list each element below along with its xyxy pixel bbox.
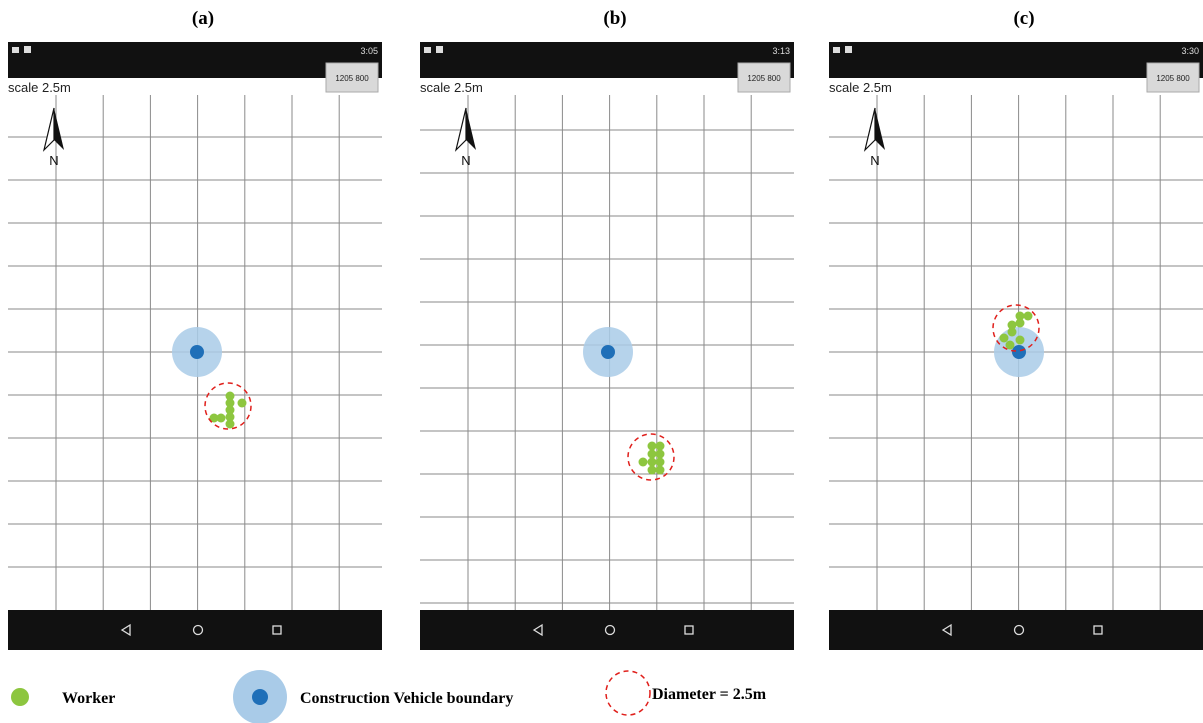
north-arrow <box>54 108 64 150</box>
worker <box>1005 340 1015 350</box>
status-time: 3:05 <box>360 46 378 56</box>
worker <box>225 391 235 401</box>
nav-bar <box>829 610 1203 650</box>
status-bar <box>420 42 794 78</box>
worker <box>655 457 665 467</box>
worker <box>655 465 665 475</box>
app-button-label: 1205 800 <box>747 74 781 83</box>
panel-label: (b) <box>603 8 626 29</box>
status-icon <box>833 47 840 53</box>
north-label: N <box>461 153 470 168</box>
worker <box>237 398 247 408</box>
nav-home[interactable] <box>192 624 204 636</box>
status-time: 3:13 <box>772 46 790 56</box>
legend-worker-icon <box>11 688 29 706</box>
worker <box>1023 311 1033 321</box>
status-icon <box>12 47 19 53</box>
scale-label: scale 2.5m <box>829 80 892 95</box>
worker <box>1007 327 1017 337</box>
worker <box>647 449 657 459</box>
panel-label: (a) <box>192 8 214 29</box>
phone-screenshot: (b) 3:13 1205 800 scale 2.5m N <box>420 8 794 650</box>
worker <box>225 412 235 422</box>
nav-bar <box>8 610 382 650</box>
status-icon <box>845 46 852 53</box>
status-bar <box>829 42 1203 78</box>
scale-label: scale 2.5m <box>420 80 483 95</box>
worker <box>647 441 657 451</box>
panel-label: (c) <box>1013 8 1034 29</box>
app-button[interactable] <box>1146 62 1200 93</box>
nav-home[interactable] <box>604 624 616 636</box>
nav-recent[interactable] <box>272 625 282 635</box>
worker <box>647 465 657 475</box>
status-time: 3:30 <box>1181 46 1199 56</box>
legend-diameter: Diameter = 2.5m <box>652 686 767 703</box>
worker <box>999 333 1009 343</box>
diameter-ring <box>992 304 1040 352</box>
phone-screenshot: (c) 3:30 1205 800 scale 2.5m N <box>829 8 1203 650</box>
worker <box>1015 318 1025 328</box>
app-button[interactable] <box>325 62 379 93</box>
app-button[interactable] <box>737 62 791 93</box>
status-bar <box>8 42 382 78</box>
worker <box>225 398 235 408</box>
worker <box>638 457 648 467</box>
nav-back[interactable] <box>941 623 952 637</box>
north-label: N <box>49 153 58 168</box>
diameter-ring <box>204 382 252 430</box>
worker <box>655 449 665 459</box>
worker <box>1015 335 1025 345</box>
north-label: N <box>870 153 879 168</box>
status-icon <box>436 46 443 53</box>
legend-vehicle-icon <box>252 689 268 705</box>
north-arrow <box>875 108 885 150</box>
nav-back[interactable] <box>120 623 131 637</box>
vehicle <box>190 345 204 359</box>
worker <box>1015 311 1025 321</box>
nav-recent[interactable] <box>684 625 694 635</box>
legend-worker: Worker <box>62 690 115 707</box>
worker <box>225 419 235 429</box>
worker <box>655 441 665 451</box>
scale-label: scale 2.5m <box>8 80 71 95</box>
vehicle <box>601 345 615 359</box>
nav-recent[interactable] <box>1093 625 1103 635</box>
phone-screenshot: (a) 3:05 1205 800 scale 2.5m N <box>8 8 382 650</box>
app-button-label: 1205 800 <box>335 74 369 83</box>
worker <box>647 457 657 467</box>
worker <box>216 413 226 423</box>
vehicle <box>1012 345 1026 359</box>
worker <box>1007 320 1017 330</box>
app-button-label: 1205 800 <box>1156 74 1190 83</box>
status-icon <box>24 46 31 53</box>
nav-home[interactable] <box>1013 624 1025 636</box>
status-icon <box>424 47 431 53</box>
legend-diameter-icon <box>605 670 651 716</box>
worker <box>209 413 219 423</box>
nav-back[interactable] <box>532 623 543 637</box>
diameter-ring <box>627 433 675 481</box>
legend-vehicle: Construction Vehicle boundary <box>300 690 513 707</box>
north-arrow <box>466 108 476 150</box>
worker <box>225 405 235 415</box>
nav-bar <box>420 610 794 650</box>
